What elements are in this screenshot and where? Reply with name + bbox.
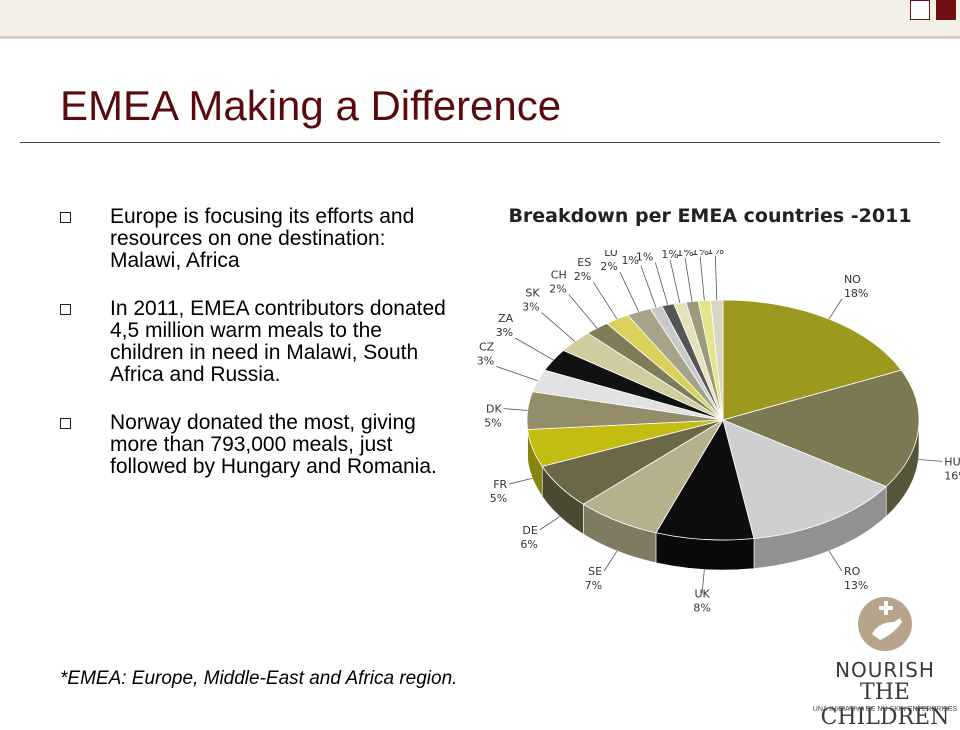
slice-label-hu: HU <box>944 455 960 468</box>
pie-slice-ro <box>722 419 887 539</box>
slice-percent-no: 18% <box>844 287 868 300</box>
corner-square-light <box>910 0 930 20</box>
logo-emblem-icon <box>858 597 912 651</box>
slice-percent-de: 6% <box>520 538 537 551</box>
slice-percent-fr: 5% <box>490 492 507 505</box>
slice-label-ch: CH <box>551 268 567 281</box>
slice-percent-uk: 8% <box>693 601 710 614</box>
logo-tagline: UNA INICIATIVA DE NU SKIN ENTERPRISES <box>812 706 958 713</box>
leader-line-others <box>714 256 718 301</box>
slice-percent-at: 1% <box>661 250 678 261</box>
bullet-text: In 2011, EMEA contributors donated 4,5 m… <box>110 297 446 386</box>
bullet-list: Europe is focusing its efforts and resou… <box>60 206 460 504</box>
leader-line-de <box>539 516 561 531</box>
leader-line-hu <box>918 459 943 462</box>
bullet-text: Europe is focusing its efforts and resou… <box>110 205 415 272</box>
corner-square-dark <box>936 0 956 20</box>
slice-percent-be: 1% <box>621 254 638 267</box>
leader-line-uk <box>701 569 705 594</box>
bullet-item: In 2011, EMEA contributors donated 4,5 m… <box>60 298 460 386</box>
slice-percent-sk: 3% <box>522 301 539 314</box>
chart-title: Breakdown per EMEA countries -2011 <box>508 205 912 227</box>
slice-percent-es: 2% <box>574 270 591 283</box>
slice-label-es: ES <box>577 256 591 269</box>
slice-percent-se: 7% <box>585 579 602 592</box>
pie-slice-others <box>710 299 724 421</box>
leader-line-lu <box>619 271 640 312</box>
leader-line-za <box>514 337 554 361</box>
slice-label-sk: SK <box>525 287 540 300</box>
slice-percent-lu: 2% <box>600 260 617 273</box>
leader-line-il <box>684 257 693 302</box>
slice-label-dk: DK <box>486 403 502 416</box>
slice-percent-ru: 1% <box>691 250 708 258</box>
leader-line-se <box>603 550 618 572</box>
nourish-the-children-logo: NOURISH THE CHILDREN UNA INICIATIVA DE N… <box>810 596 960 730</box>
leader-line-es <box>592 281 618 320</box>
title-divider <box>20 142 940 143</box>
logo-text-nourish: NOURISH <box>835 658 935 682</box>
bullet-text: Norway donated the most, giving more tha… <box>110 411 437 478</box>
slice-percent-dk: 5% <box>484 417 501 430</box>
pie-chart: NO18%HU16%RO13%UK8%SE7%DE6%FR5%DK5%CZ3%Z… <box>477 250 960 614</box>
slice-label-cz: CZ <box>479 340 495 353</box>
square-bullet-icon <box>60 304 71 315</box>
leader-line-ro <box>828 550 843 572</box>
leader-line-fr <box>509 477 533 485</box>
pie-slice-uk <box>655 418 755 541</box>
slice-label-se: SE <box>588 565 602 578</box>
slice-label-be: BE <box>624 250 639 253</box>
slice-percent-za: 3% <box>496 326 513 339</box>
slice-label-za: ZA <box>498 312 514 325</box>
leader-line-at <box>669 259 681 304</box>
leader-line-cz <box>496 365 538 382</box>
slice-percent-hu: 16% <box>944 469 960 482</box>
bullet-item: Norway donated the most, giving more tha… <box>60 412 460 478</box>
leader-line-is <box>655 262 669 305</box>
slice-percent-cz: 3% <box>477 354 494 367</box>
footnote: *EMEA: Europe, Middle-East and Africa re… <box>60 668 458 689</box>
leader-line-sk <box>541 312 576 342</box>
slice-label-de: DE <box>522 524 537 537</box>
slice-label-fr: FR <box>493 478 507 491</box>
slice-percent-ch: 2% <box>549 282 566 295</box>
slide-top-band-line <box>0 36 960 39</box>
square-bullet-icon <box>60 212 71 223</box>
leader-line-be <box>640 265 657 308</box>
leader-line-dk <box>503 408 528 411</box>
bullet-item: Europe is focusing its efforts and resou… <box>60 206 460 272</box>
slice-percent-ro: 13% <box>844 579 868 592</box>
leader-line-ru <box>699 256 705 301</box>
slice-percent-is: 1% <box>636 251 653 264</box>
slice-label-uk: UK <box>694 587 710 600</box>
leader-line-ch <box>568 294 598 329</box>
leader-line-no <box>828 298 843 320</box>
logo-text-the-children: THE CHILDREN <box>820 680 950 730</box>
slice-percent-others: 1% <box>707 250 724 257</box>
slice-label-lu: LU <box>604 250 618 259</box>
square-bullet-icon <box>60 418 71 429</box>
slide-title: EMEA Making a Difference <box>60 82 562 129</box>
slide-top-band <box>0 0 960 36</box>
pie-slice-hu <box>721 369 920 487</box>
slice-label-no: NO <box>844 273 861 286</box>
slice-percent-il: 1% <box>676 250 693 259</box>
slice-label-ro: RO <box>844 565 861 578</box>
